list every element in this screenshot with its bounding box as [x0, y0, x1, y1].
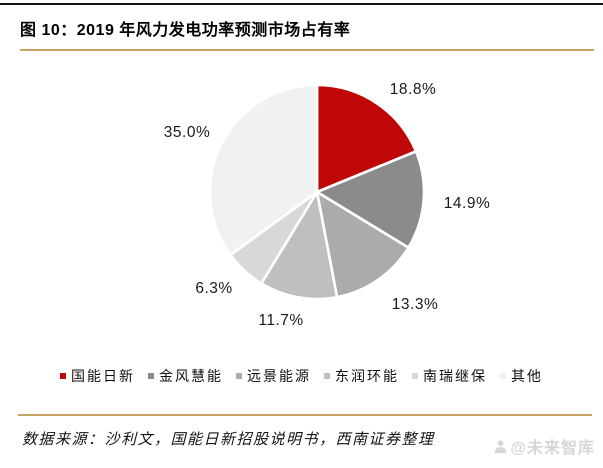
legend-marker-icon [412, 373, 418, 379]
legend-item-南瑞继保: 南瑞继保 [412, 366, 487, 386]
pie-slice-远景能源 [315, 189, 411, 299]
source-note: 数据来源：沙利文，国能日新招股说明书，西南证券整理 [22, 432, 435, 448]
top-border [0, 3, 603, 5]
slice-label-东润环能: 11.7% [258, 312, 304, 329]
footer-divider [18, 414, 592, 416]
pie-slice-其他 [208, 83, 319, 257]
pie-slice-金风慧能 [314, 149, 426, 250]
legend-item-东润环能: 东润环能 [324, 366, 399, 386]
legend-marker-icon [60, 373, 66, 379]
legend-item-远景能源: 远景能源 [236, 366, 311, 386]
legend-marker-icon [236, 373, 242, 379]
slice-label-南瑞继保: 6.3% [195, 280, 233, 297]
legend-label: 其他 [511, 368, 543, 384]
legend-label: 东润环能 [335, 368, 399, 384]
legend-item-其他: 其他 [500, 366, 543, 386]
pie-slice-国能日新 [315, 83, 418, 194]
slice-label-远景能源: 13.3% [391, 296, 439, 313]
slice-label-其他: 35.0% [163, 124, 211, 141]
slice-label-国能日新: 18.8% [389, 81, 437, 98]
watermark-person-icon [493, 439, 508, 454]
legend-marker-icon [324, 373, 330, 379]
pie-slice-东润环能 [259, 188, 339, 301]
legend: 国能日新 金风慧能 远景能源 东润环能 南瑞继保 其他 [0, 366, 603, 386]
pie-slice-南瑞继保 [228, 190, 319, 286]
legend-item-金风慧能: 金风慧能 [148, 366, 223, 386]
legend-item-国能日新: 国能日新 [60, 366, 135, 386]
watermark-text: @未来智库 [510, 440, 595, 457]
legend-marker-icon [500, 373, 506, 379]
legend-label: 金风慧能 [159, 368, 223, 384]
legend-marker-icon [148, 373, 154, 379]
title-divider [20, 49, 594, 51]
legend-label: 远景能源 [247, 368, 311, 384]
figure-title: 图 10：2019 年风力发电功率预测市场占有率 [20, 22, 351, 39]
slice-label-金风慧能: 14.9% [443, 195, 491, 212]
legend-label: 国能日新 [71, 368, 135, 384]
watermark: @未来智库 [493, 434, 595, 458]
legend-label: 南瑞继保 [423, 368, 487, 384]
